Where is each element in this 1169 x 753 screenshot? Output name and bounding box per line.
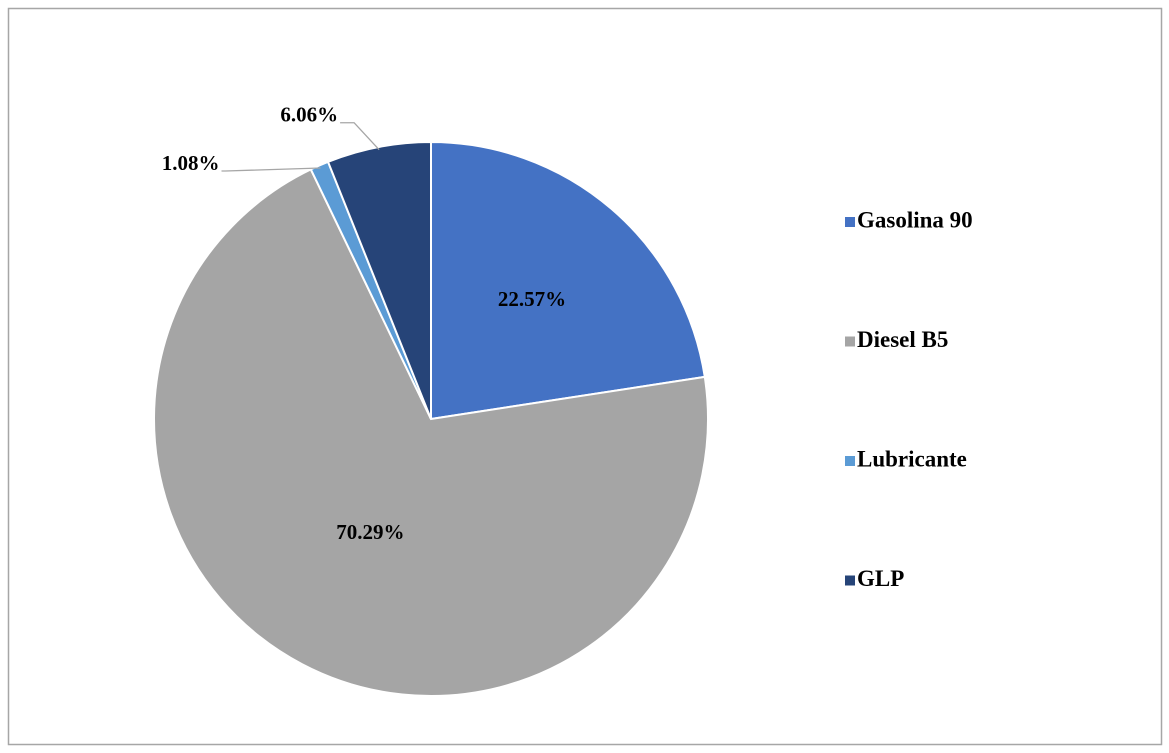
legend-swatch — [845, 456, 855, 466]
legend-label: Gasolina 90 — [857, 207, 973, 232]
leader-line — [340, 122, 380, 151]
data-label: 6.06% — [280, 103, 338, 127]
legend-label: GLP — [857, 566, 904, 591]
data-label: 1.08% — [162, 151, 220, 175]
leader-line — [221, 167, 321, 172]
pie-slice — [430, 140, 706, 421]
data-label: 70.29% — [336, 520, 404, 544]
legend-swatch — [845, 217, 855, 227]
legend-label: Lubricante — [857, 446, 967, 471]
legend-swatch — [845, 336, 855, 347]
legend-swatch — [845, 575, 855, 586]
pie-slice — [153, 168, 709, 697]
legend-label: Diesel B5 — [857, 327, 948, 352]
data-label: 22.57% — [498, 287, 566, 311]
pie-slice — [326, 140, 432, 420]
